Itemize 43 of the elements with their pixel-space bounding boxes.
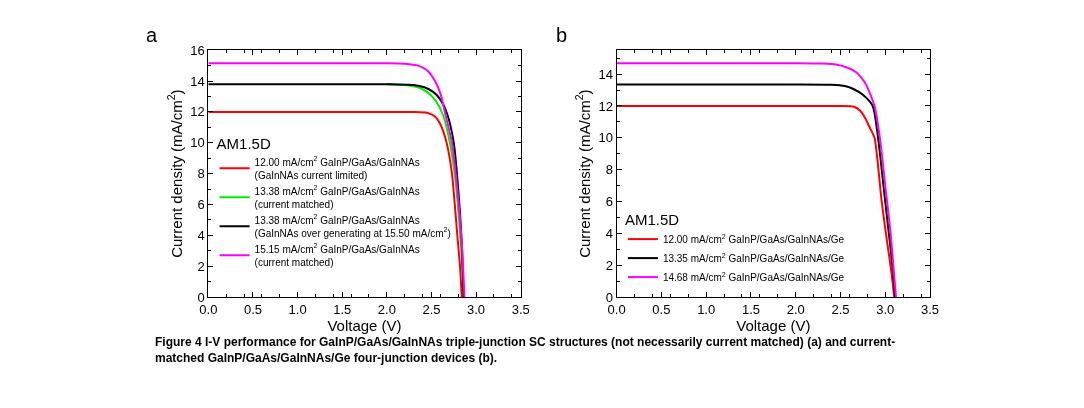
x-tick-label: 3.5 bbox=[920, 301, 940, 317]
y-tick-label: 16 bbox=[190, 42, 205, 58]
x-tick-label: 1.5 bbox=[333, 301, 352, 317]
y-tick-label: 14 bbox=[598, 66, 614, 82]
y-tick-label: 6 bbox=[197, 197, 205, 213]
x-tick-label: 1.0 bbox=[697, 301, 716, 317]
x-axis-title: Voltage (V) bbox=[736, 316, 811, 334]
y-tick-label: 4 bbox=[197, 227, 205, 243]
y-tick-label: 2 bbox=[197, 258, 205, 274]
x-tick-label: 1.0 bbox=[288, 301, 307, 317]
legend-label: 13.38 mA/cm$^{2}$ GaInP/GaAs/GaInNAs (GaInNAs over generating at 15.50 mA/cm$^{2}$) bbox=[254, 213, 451, 239]
y-tick-label: 12 bbox=[190, 104, 205, 120]
legend-label: 15.15 mA/cm$^{2}$ GaInP/GaAs/GaInNAs (current matched) bbox=[254, 242, 420, 268]
chart-title: b bbox=[556, 24, 568, 46]
y-tick-label: 2 bbox=[605, 257, 614, 273]
x-axis-title: Voltage (V) bbox=[327, 316, 402, 334]
chart-title: a bbox=[146, 24, 158, 46]
legend-label: 12.00 mA/cm$^{2}$ GaInP/GaAs/GaInNAs (GaInNAs current limited) bbox=[254, 155, 420, 181]
x-tick-label: 1.5 bbox=[741, 301, 760, 317]
x-tick-label: 2.0 bbox=[786, 301, 805, 317]
y-tick-label: 8 bbox=[605, 162, 614, 178]
y-tick-label: 4 bbox=[605, 225, 614, 241]
x-tick-label: 0.5 bbox=[652, 301, 671, 317]
x-tick-label: 3.5 bbox=[511, 301, 530, 317]
legend-title: AM1.5D bbox=[624, 210, 680, 228]
x-tick-label: 3.0 bbox=[467, 301, 486, 317]
legend-label: 13.38 mA/cm$^{2}$ GaInP/GaAs/GaInNAs (current matched) bbox=[254, 184, 420, 210]
x-tick-label: 2.0 bbox=[377, 301, 396, 317]
x-tick-label: 2.5 bbox=[831, 301, 850, 317]
x-tick-label: 0.5 bbox=[243, 301, 262, 317]
x-tick-label: 3.0 bbox=[876, 301, 895, 317]
legend-label: 14.68 mA/cm$^{2}$ GaInP/GaAs/GaInNAs/Ge bbox=[662, 270, 845, 283]
x-tick-label: 2.5 bbox=[422, 301, 441, 317]
legend-label: 13.35 mA/cm$^{2}$ GaInP/GaAs/GaInNAs/Ge bbox=[662, 251, 845, 264]
y-tick-label: 6 bbox=[605, 194, 614, 210]
y-tick-label: 10 bbox=[598, 130, 614, 146]
y-tick-label: 8 bbox=[197, 166, 205, 182]
legend-label: 12.00 mA/cm$^{2}$ GaInP/GaAs/GaInNAs/Ge bbox=[662, 232, 845, 245]
caption: Figure 4 I-V performance for GaInP/GaAs/GaInNAs triple-junction SC structures (not necessarily current matched) (a) and current- matched GaInP/GaAs/GaInNAs/Ge four-junction devices (b). bbox=[155, 335, 896, 365]
y-tick-label: 10 bbox=[190, 135, 205, 151]
y-tick-label: 12 bbox=[598, 98, 614, 114]
legend-title: AM1.5D bbox=[216, 134, 271, 152]
y-tick-label: 14 bbox=[190, 73, 205, 89]
